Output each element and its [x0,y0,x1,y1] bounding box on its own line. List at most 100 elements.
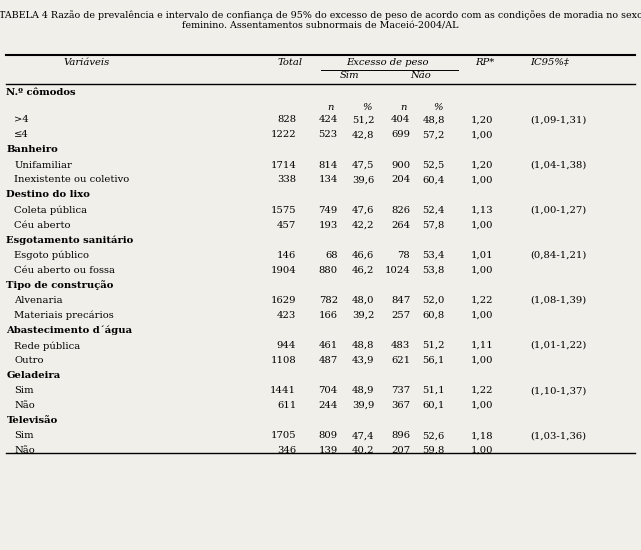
Text: Abastecimento d´água: Abastecimento d´água [6,326,133,335]
Text: 461: 461 [319,341,338,350]
Text: ≤4: ≤4 [14,130,29,139]
Text: 1629: 1629 [271,296,296,305]
Text: 51,1: 51,1 [422,386,445,395]
Text: (1,00-1,27): (1,00-1,27) [530,206,587,214]
Text: 828: 828 [277,116,296,124]
Text: 146: 146 [277,251,296,260]
Text: 43,9: 43,9 [352,356,374,365]
Text: 78: 78 [397,251,410,260]
Text: IC95%‡: IC95%‡ [531,58,569,67]
Text: feminino. Assentamentos subnormais de Maceió-2004/AL: feminino. Assentamentos subnormais de Ma… [182,21,459,30]
Text: 39,2: 39,2 [352,311,374,320]
Text: Destino do lixo: Destino do lixo [6,190,90,199]
Text: 1,00: 1,00 [471,130,494,139]
Text: 346: 346 [277,446,296,455]
Text: 1,00: 1,00 [471,311,494,320]
Text: 880: 880 [319,266,338,274]
Text: 1108: 1108 [271,356,296,365]
Text: 47,5: 47,5 [352,161,374,169]
Text: 483: 483 [391,341,410,350]
Text: 52,5: 52,5 [422,161,445,169]
Text: Excesso de peso: Excesso de peso [346,58,429,67]
Text: 53,4: 53,4 [422,251,445,260]
Text: Banheiro: Banheiro [6,145,58,154]
Text: 896: 896 [391,431,410,440]
Text: Alvenaria: Alvenaria [14,296,63,305]
Text: Rede pública: Rede pública [14,341,80,350]
Text: 59,8: 59,8 [422,446,445,455]
Text: Não: Não [14,446,35,455]
Text: 1705: 1705 [271,431,296,440]
Text: 47,4: 47,4 [352,431,374,440]
Text: 749: 749 [319,206,338,214]
Text: Total: Total [277,58,303,67]
Text: 204: 204 [391,175,410,184]
Text: 48,9: 48,9 [352,386,374,395]
Text: 900: 900 [391,161,410,169]
Text: Outro: Outro [14,356,44,365]
Text: 826: 826 [391,206,410,214]
Text: 782: 782 [319,296,338,305]
Text: 704: 704 [319,386,338,395]
Text: Não: Não [14,401,35,410]
Text: N.º cômodos: N.º cômodos [6,88,76,97]
Text: 814: 814 [319,161,338,169]
Text: Esgotamento sanitário: Esgotamento sanitário [6,235,134,245]
Text: Materiais precários: Materiais precários [14,311,114,320]
Text: 1904: 1904 [271,266,296,274]
Text: 523: 523 [319,130,338,139]
Text: 1,22: 1,22 [471,386,494,395]
Text: 60,1: 60,1 [422,401,445,410]
Text: 51,2: 51,2 [422,341,445,350]
Text: (1,08-1,39): (1,08-1,39) [530,296,587,305]
Text: 52,4: 52,4 [422,206,445,214]
Text: 1,00: 1,00 [471,266,494,274]
Text: 1,20: 1,20 [471,161,494,169]
Text: 1,00: 1,00 [471,401,494,410]
Text: 1441: 1441 [270,386,296,395]
Text: 457: 457 [277,221,296,229]
Text: 1,20: 1,20 [471,116,494,124]
Text: 134: 134 [319,175,338,184]
Text: %: % [363,103,372,112]
Text: 1024: 1024 [385,266,410,274]
Text: 423: 423 [277,311,296,320]
Text: 52,6: 52,6 [422,431,445,440]
Text: Esgoto público: Esgoto público [14,251,89,260]
Text: 1,22: 1,22 [471,296,494,305]
Text: (1,10-1,37): (1,10-1,37) [530,386,587,395]
Text: 944: 944 [277,341,296,350]
Text: Céu aberto: Céu aberto [14,221,71,229]
Text: 48,0: 48,0 [352,296,374,305]
Text: Geladeira: Geladeira [6,371,61,380]
Text: 1,11: 1,11 [471,341,494,350]
Text: 52,0: 52,0 [422,296,445,305]
Text: 1,01: 1,01 [471,251,494,260]
Text: RP*: RP* [475,58,494,67]
Text: 57,8: 57,8 [422,221,445,229]
Text: 367: 367 [391,401,410,410]
Text: 166: 166 [319,311,338,320]
Text: Unifamiliar: Unifamiliar [14,161,72,169]
Text: 42,2: 42,2 [352,221,374,229]
Text: (0,84-1,21): (0,84-1,21) [530,251,587,260]
Text: Inexistente ou coletivo: Inexistente ou coletivo [14,175,129,184]
Text: Tipo de construção: Tipo de construção [6,280,114,290]
Text: 699: 699 [391,130,410,139]
Text: 51,2: 51,2 [352,116,374,124]
Text: 424: 424 [319,116,338,124]
Text: >4: >4 [14,116,29,124]
Text: (1,03-1,36): (1,03-1,36) [530,431,587,440]
Text: 46,2: 46,2 [352,266,374,274]
Text: 1,00: 1,00 [471,175,494,184]
Text: 1,13: 1,13 [471,206,494,214]
Text: 621: 621 [391,356,410,365]
Text: 60,4: 60,4 [422,175,445,184]
Text: 1222: 1222 [271,130,296,139]
Text: 39,6: 39,6 [352,175,374,184]
Text: 39,9: 39,9 [352,401,374,410]
Text: 1,00: 1,00 [471,446,494,455]
Text: Coleta pública: Coleta pública [14,206,87,215]
Text: 42,8: 42,8 [352,130,374,139]
Text: 139: 139 [319,446,338,455]
